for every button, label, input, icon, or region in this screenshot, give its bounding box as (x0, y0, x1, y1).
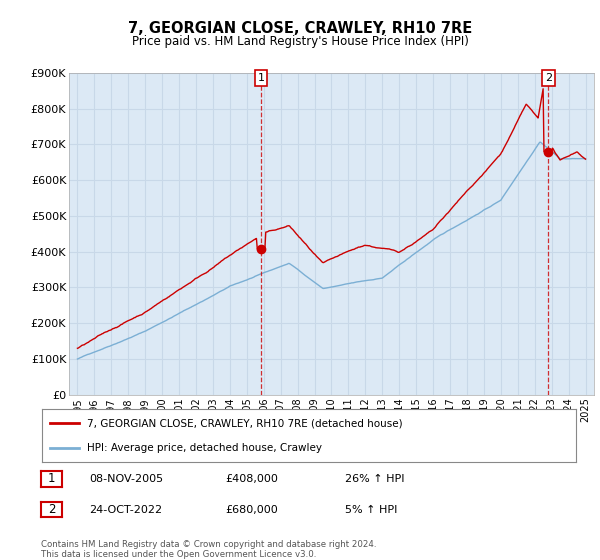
Text: 5% ↑ HPI: 5% ↑ HPI (345, 505, 397, 515)
Text: Contains HM Land Registry data © Crown copyright and database right 2024.
This d: Contains HM Land Registry data © Crown c… (41, 540, 376, 559)
Text: 7, GEORGIAN CLOSE, CRAWLEY, RH10 7RE (detached house): 7, GEORGIAN CLOSE, CRAWLEY, RH10 7RE (de… (88, 418, 403, 428)
Text: 1: 1 (48, 472, 55, 486)
Text: HPI: Average price, detached house, Crawley: HPI: Average price, detached house, Craw… (88, 442, 322, 452)
Text: 26% ↑ HPI: 26% ↑ HPI (345, 474, 404, 484)
Text: 7, GEORGIAN CLOSE, CRAWLEY, RH10 7RE: 7, GEORGIAN CLOSE, CRAWLEY, RH10 7RE (128, 21, 472, 36)
Text: £408,000: £408,000 (225, 474, 278, 484)
Text: 08-NOV-2005: 08-NOV-2005 (89, 474, 163, 484)
Text: £680,000: £680,000 (225, 505, 278, 515)
Text: 24-OCT-2022: 24-OCT-2022 (89, 505, 162, 515)
Text: 2: 2 (545, 73, 552, 83)
Text: 2: 2 (48, 503, 55, 516)
Text: Price paid vs. HM Land Registry's House Price Index (HPI): Price paid vs. HM Land Registry's House … (131, 35, 469, 48)
Text: 1: 1 (258, 73, 265, 83)
